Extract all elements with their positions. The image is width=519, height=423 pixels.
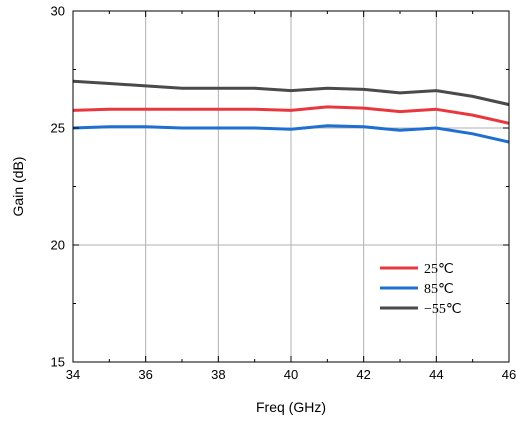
x-axis-title: Freq (GHz) [256, 399, 326, 415]
x-tick-label: 40 [284, 367, 298, 382]
series-line-1 [72, 124, 510, 144]
legend-label-2: −55℃ [424, 302, 462, 317]
y-tick-label: 30 [51, 4, 65, 19]
axis-ticks: 34 36 38 40 42 44 46 15 20 25 30 [51, 4, 517, 383]
legend-label-1: 85℃ [424, 282, 454, 297]
y-tick-label: 20 [51, 238, 65, 253]
legend-label-0: 25℃ [424, 262, 454, 277]
x-tick-label: 38 [211, 367, 225, 382]
plot-lines [72, 79, 510, 144]
series-line-0 [72, 105, 510, 125]
y-tick-label: 15 [51, 355, 65, 370]
y-tick-label: 25 [51, 121, 65, 136]
x-tick-label: 42 [356, 367, 370, 382]
x-tick-label: 36 [138, 367, 152, 382]
series-line-2 [72, 79, 510, 107]
x-tick-label: 34 [66, 367, 80, 382]
legend: 25℃ 85℃ −55℃ [380, 262, 462, 317]
x-tick-label: 46 [502, 367, 516, 382]
y-axis-title: Gain (dB) [10, 157, 26, 217]
x-tick-label: 44 [429, 367, 443, 382]
